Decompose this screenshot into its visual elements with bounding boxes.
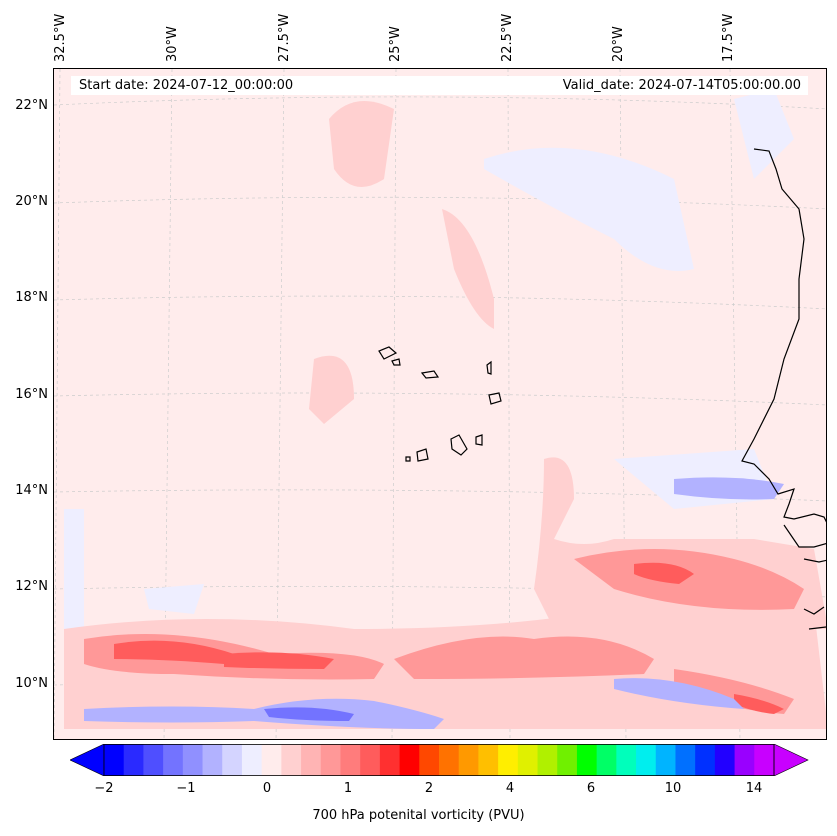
colorbar-swatch	[714, 744, 736, 776]
colorbar-tick-label: −1	[176, 781, 196, 796]
colorbar	[70, 744, 809, 776]
colorbar-min-arrow	[70, 744, 105, 776]
peak-pv-band	[114, 562, 784, 714]
lat-label: 16°N	[15, 387, 48, 402]
colorbar-tick-label: 14	[745, 781, 763, 796]
colorbar-tick-label: 10	[664, 781, 682, 796]
lon-label: 17.5°W	[721, 13, 736, 62]
colorbar-swatch	[202, 744, 223, 776]
positive-pv-patches	[64, 101, 826, 729]
colorbar-swatch	[655, 744, 676, 776]
colorbar-swatch	[399, 744, 420, 776]
colorbar-swatch	[616, 744, 637, 776]
lon-label: 27.5°W	[277, 13, 292, 62]
colorbar-tick-label: −2	[94, 781, 114, 796]
colorbar-swatch	[163, 744, 184, 776]
colorbar-swatch	[123, 744, 144, 776]
colorbar-swatch	[360, 744, 381, 776]
coastlines	[378, 148, 826, 630]
colorbar-swatch	[695, 744, 716, 776]
colorbar-swatch	[596, 744, 617, 776]
colorbar-swatch	[537, 744, 558, 776]
map-area	[53, 68, 827, 740]
colorbar-tick-label: 6	[586, 781, 596, 796]
colorbar-swatches	[70, 744, 809, 776]
colorbar-swatch	[281, 744, 302, 776]
colorbar-border	[103, 744, 775, 776]
colorbar-swatch	[222, 744, 243, 776]
colorbar-swatch	[320, 744, 341, 776]
colorbar-label: 700 hPa potenital vorticity (PVU)	[312, 808, 525, 823]
colorbar-swatch	[379, 744, 401, 776]
colorbar-swatch	[557, 744, 578, 776]
colorbar-swatch	[576, 744, 598, 776]
lat-label: 20°N	[15, 194, 48, 209]
colorbar-swatch	[754, 744, 775, 776]
lat-label: 14°N	[15, 483, 48, 498]
colorbar-swatch	[498, 744, 519, 776]
colorbar-swatch	[340, 744, 361, 776]
negative-pv-core	[264, 707, 354, 721]
colorbar-swatch	[517, 744, 539, 776]
colorbar-tick-label: 2	[424, 781, 434, 796]
valid-date-text: Valid_date: 2024-07-14T05:00:00.00	[562, 78, 801, 93]
lon-label: 32.5°W	[53, 13, 68, 62]
colorbar-swatch	[675, 744, 696, 776]
colorbar-swatch	[478, 744, 499, 776]
colorbar-swatch	[734, 744, 755, 776]
colorbar-swatch	[182, 744, 204, 776]
colorbar-swatch	[458, 744, 479, 776]
colorbar-tick-label: 1	[343, 781, 353, 796]
colorbar-swatch	[104, 744, 125, 776]
colorbar-swatch	[241, 744, 263, 776]
colorbar-swatch	[636, 744, 657, 776]
colorbar-max-arrow	[773, 744, 809, 776]
lat-label: 10°N	[15, 676, 48, 691]
lat-label: 22°N	[15, 98, 48, 113]
colorbar-tick-label: 0	[262, 781, 272, 796]
negative-pv-band	[84, 477, 784, 729]
colorbar-swatch	[301, 744, 322, 776]
colorbar-tick-label: 4	[505, 781, 515, 796]
lon-label: 22.5°W	[500, 13, 515, 62]
pv-contour-map	[54, 69, 826, 739]
lon-label: 20°W	[611, 26, 626, 62]
lat-label: 18°N	[15, 290, 48, 305]
colorbar-swatch	[439, 744, 460, 776]
colorbar-swatch	[419, 744, 440, 776]
lon-label: 25°W	[388, 26, 403, 62]
colorbar-swatch	[143, 744, 164, 776]
lon-label: 30°W	[165, 26, 180, 62]
lat-label: 12°N	[15, 579, 48, 594]
date-info-box	[71, 76, 808, 95]
start-date-text: Start date: 2024-07-12_00:00:00	[79, 78, 294, 93]
colorbar-swatch	[261, 744, 282, 776]
